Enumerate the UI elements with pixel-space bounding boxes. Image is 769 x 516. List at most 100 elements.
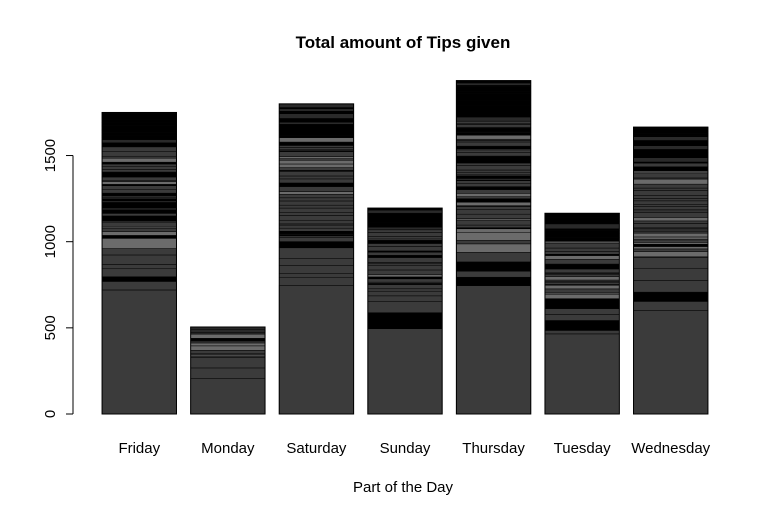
bar-segment — [633, 151, 709, 157]
bar-segment — [101, 195, 177, 198]
bar-segment — [456, 104, 532, 108]
bar-segment — [101, 276, 177, 282]
bar-segment — [101, 166, 177, 170]
bar-segment — [633, 187, 709, 191]
bar-segment — [456, 276, 532, 286]
bar-base-segment — [101, 289, 177, 415]
bar-segment — [544, 255, 620, 260]
bar-segment — [633, 257, 709, 269]
bar-segment — [101, 205, 177, 209]
bar-segment — [278, 135, 354, 138]
bar-segment — [101, 169, 177, 173]
bar-segment — [456, 149, 532, 153]
bar-segment — [456, 82, 532, 86]
bar-segment — [544, 223, 620, 230]
bar-segment — [190, 350, 266, 354]
bar-segment — [544, 228, 620, 232]
bar-segment — [456, 116, 532, 122]
bar-segment — [456, 127, 532, 133]
bar-segment — [367, 255, 443, 258]
chart-title: Total amount of Tips given — [296, 33, 511, 52]
bar-segment — [101, 122, 177, 126]
bar-segment — [367, 232, 443, 237]
bar-segment — [544, 285, 620, 290]
bar-segment — [101, 157, 177, 163]
bar-segment — [544, 259, 620, 265]
bar-segment — [101, 137, 177, 140]
bar-segment — [367, 243, 443, 247]
bar-segment — [101, 163, 177, 167]
bar-segment — [278, 118, 354, 122]
bar-segment — [367, 263, 443, 266]
bar-base-segment — [190, 378, 266, 415]
bar-segment — [367, 269, 443, 276]
bar-segment — [278, 197, 354, 202]
bar-segment — [278, 204, 354, 209]
bar-segment — [456, 169, 532, 173]
bar-segment — [633, 217, 709, 222]
bar-segment — [367, 212, 443, 218]
bar-segment — [101, 209, 177, 214]
x-tick-label: Saturday — [286, 440, 347, 457]
bar-segment — [633, 236, 709, 240]
bar-segment — [190, 333, 266, 339]
x-axis-label: Part of the Day — [353, 479, 454, 496]
bar-base-segment — [278, 285, 354, 415]
bar-segment — [367, 217, 443, 221]
bar-segment — [278, 171, 354, 177]
bar-segment — [544, 217, 620, 223]
bar-segment — [101, 189, 177, 194]
bar-segment — [278, 191, 354, 195]
bar-segment — [101, 238, 177, 249]
bar-segment — [544, 274, 620, 277]
bar-segment — [367, 288, 443, 292]
bar-monday — [190, 326, 266, 415]
bar-segment — [367, 284, 443, 290]
bar-segment — [278, 147, 354, 150]
bar-segment — [633, 210, 709, 213]
bar-segment — [278, 212, 354, 216]
bar-segment — [367, 251, 443, 256]
bar-segment — [633, 232, 709, 238]
bar-segment — [278, 182, 354, 187]
bar-segment — [101, 112, 177, 119]
bar-segment — [101, 155, 177, 159]
y-tick-label: 0 — [42, 410, 59, 418]
bar-segment — [456, 106, 532, 113]
bar-segment — [278, 241, 354, 249]
bar-segment — [101, 151, 177, 157]
bar-segment — [456, 240, 532, 245]
bar-segment — [278, 224, 354, 229]
bar-segment — [456, 160, 532, 164]
bar-segment — [544, 293, 620, 299]
x-tick-label: Sunday — [380, 440, 431, 457]
bar-segment — [278, 145, 354, 148]
bar-segment — [278, 137, 354, 143]
bar-segment — [367, 312, 443, 320]
bar-segment — [633, 291, 709, 302]
bar-segment — [544, 241, 620, 244]
bar-segment — [278, 237, 354, 242]
bar-segment — [101, 198, 177, 202]
bar-segment — [367, 301, 443, 313]
bar-segment — [633, 251, 709, 258]
bar-segment — [367, 265, 443, 271]
bar-segment — [544, 320, 620, 331]
bar-segment — [456, 270, 532, 278]
bar-segment — [633, 149, 709, 153]
bar-segment — [278, 219, 354, 225]
bar-saturday — [278, 103, 355, 415]
bar-segment — [101, 281, 177, 291]
bar-segment — [544, 279, 620, 282]
bar-segment — [101, 254, 177, 265]
bar-segment — [633, 280, 709, 293]
bar-segment — [278, 130, 354, 136]
bar-segment — [456, 172, 532, 176]
bar-segment — [544, 282, 620, 285]
bar-segment — [456, 252, 532, 263]
x-tick-label: Thursday — [462, 440, 525, 457]
bar-outline — [101, 111, 177, 415]
bar-segment — [456, 231, 532, 241]
bar-segment — [278, 121, 354, 125]
bar-segment — [101, 142, 177, 148]
